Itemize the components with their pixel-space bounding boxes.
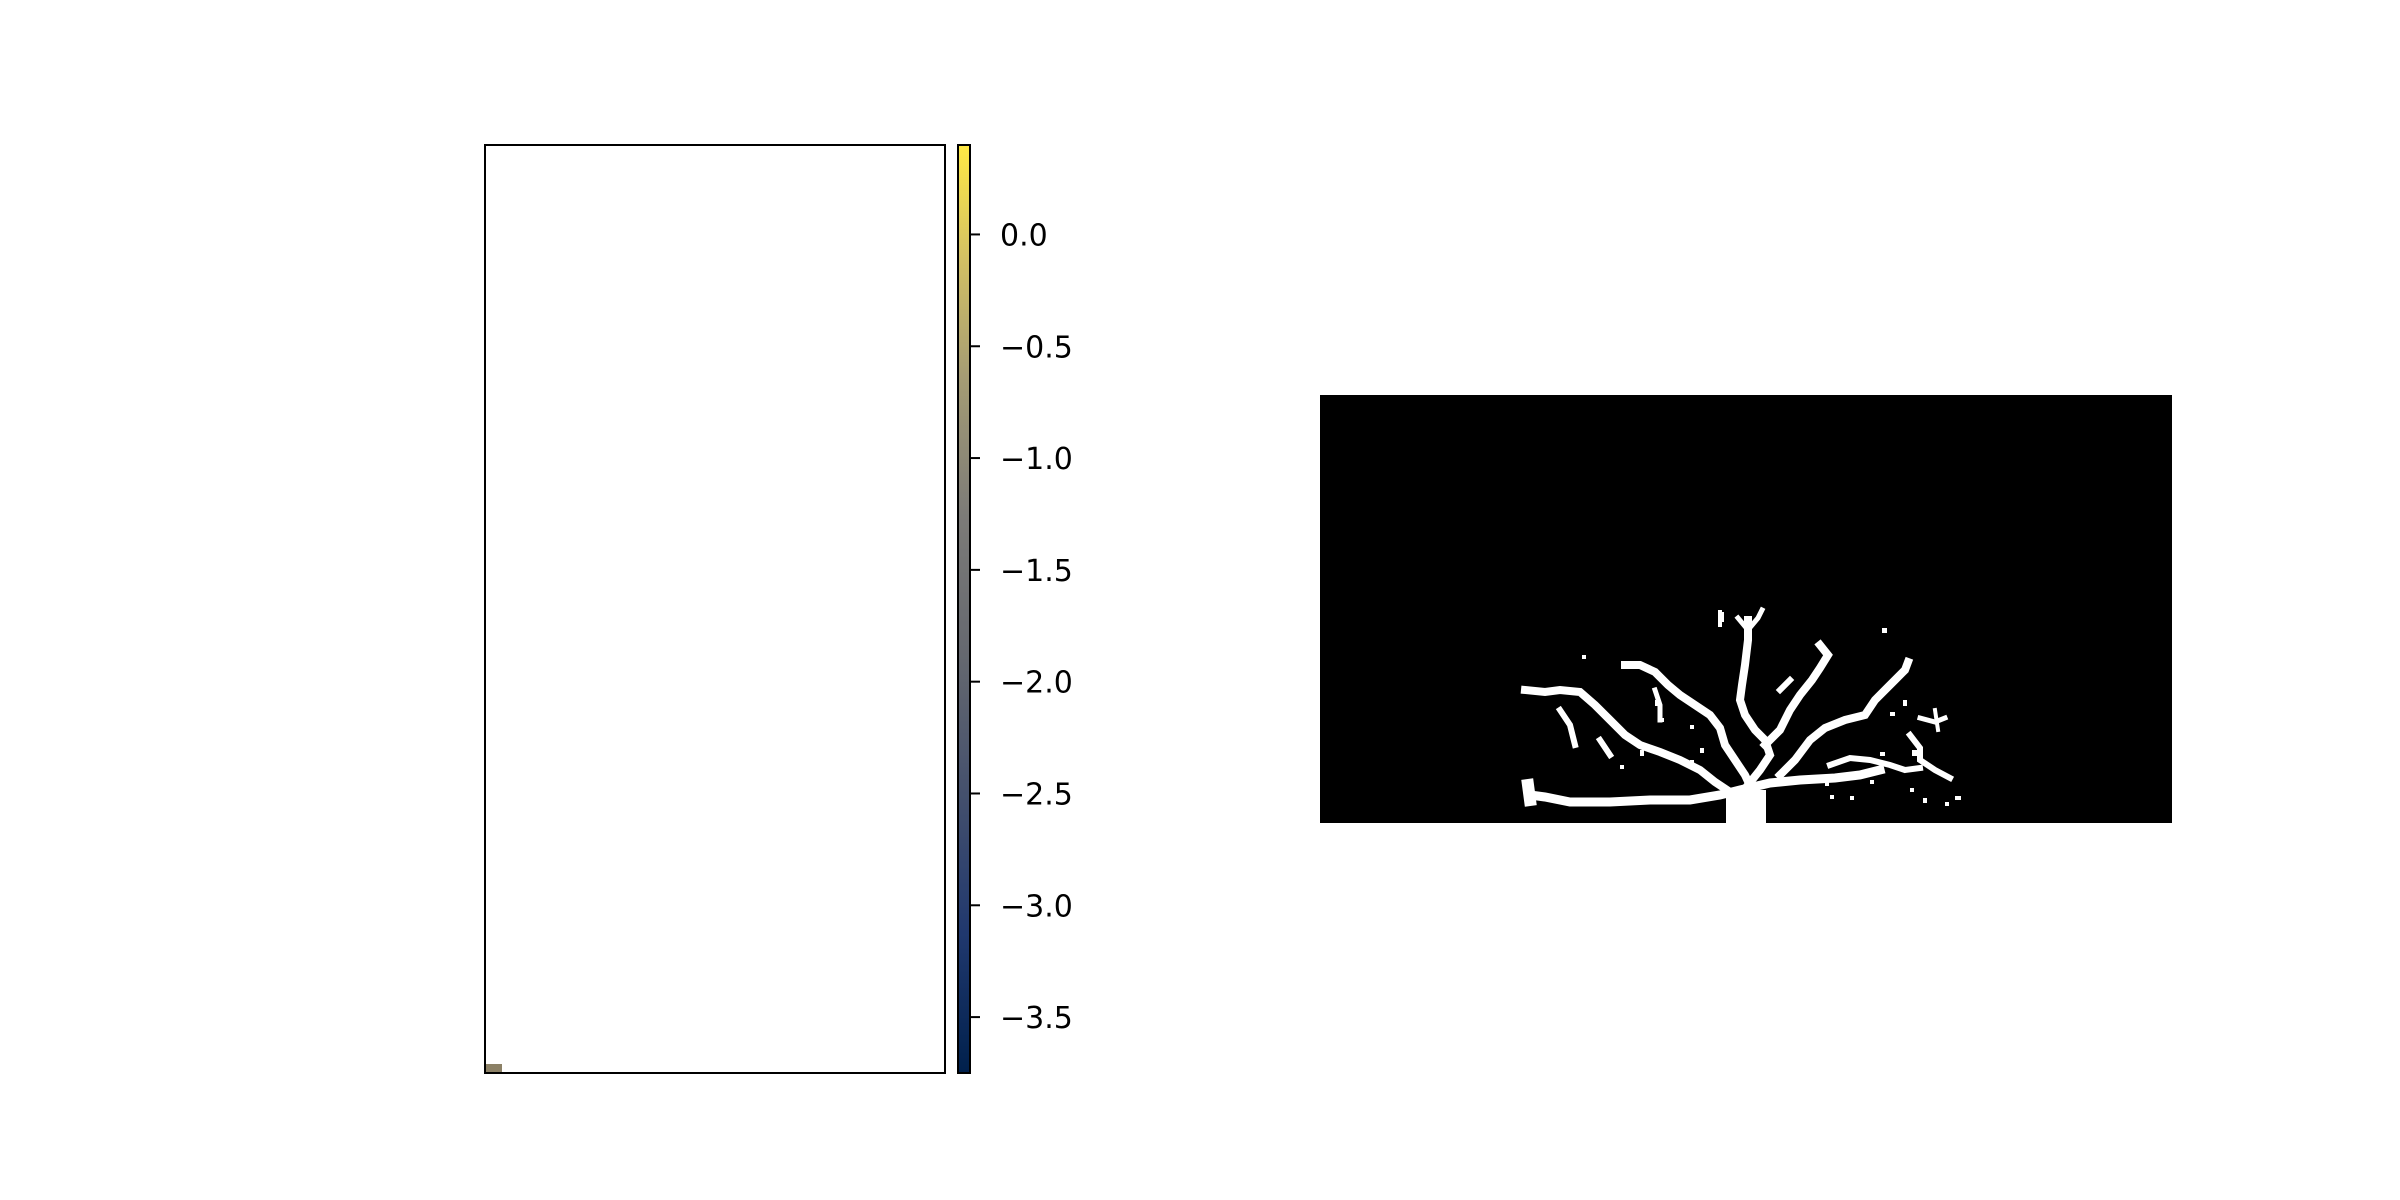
colorbar-tick-label: −2.5 bbox=[1000, 777, 1073, 812]
right-branch-loop bbox=[1826, 754, 1924, 774]
colorbar-frame bbox=[957, 144, 971, 1074]
center-branch-top bbox=[1734, 606, 1766, 634]
right-branch-end bbox=[1905, 730, 1955, 783]
binary-background bbox=[1320, 395, 2172, 823]
colorbar-tick-label: −2.0 bbox=[1000, 666, 1073, 701]
left-branch-twig-2 bbox=[1595, 735, 1615, 760]
center-left-twig bbox=[1651, 686, 1663, 723]
left-branch-twig bbox=[1555, 705, 1579, 749]
left-plot-area bbox=[485, 145, 945, 1073]
left-branch bbox=[1520, 685, 1736, 798]
ground-branch-left-cap bbox=[1521, 778, 1537, 807]
left-heatmap-panel bbox=[484, 144, 946, 1074]
colorbar-tick-label: −1.0 bbox=[1000, 442, 1073, 477]
colorbar-ticks: 0.0 −0.5 −1.0 −1.5 −2.0 −2.5 −3.0 −3.5 bbox=[970, 218, 1073, 1036]
right-branch bbox=[1774, 656, 1914, 781]
ground-branch bbox=[1524, 764, 1886, 807]
colorbar: 0.0 −0.5 −1.0 −1.5 −2.0 −2.5 −3.0 −3.5 bbox=[957, 144, 1073, 1074]
colorbar-tick-label: −1.5 bbox=[1000, 554, 1073, 589]
center-right-branch bbox=[1759, 639, 1833, 751]
tree-mask-speckles bbox=[1582, 612, 1961, 806]
heatmap-cell bbox=[485, 1064, 502, 1073]
center-branch bbox=[1735, 616, 1775, 791]
colorbar-tick-label: −3.0 bbox=[1000, 889, 1073, 924]
colorbar-gradient bbox=[958, 145, 970, 1073]
left-axes-frame bbox=[484, 144, 946, 1074]
right-binary-panel bbox=[1320, 395, 2172, 823]
colorbar-tick-label: −3.5 bbox=[1000, 1001, 1073, 1036]
center-left-branch bbox=[1621, 661, 1758, 796]
colorbar-tick-label: −0.5 bbox=[1000, 330, 1073, 365]
center-right-twig bbox=[1775, 675, 1795, 695]
colorbar-tick-label: 0.0 bbox=[1000, 218, 1048, 253]
right-branch-spur-2 bbox=[1932, 707, 1941, 733]
